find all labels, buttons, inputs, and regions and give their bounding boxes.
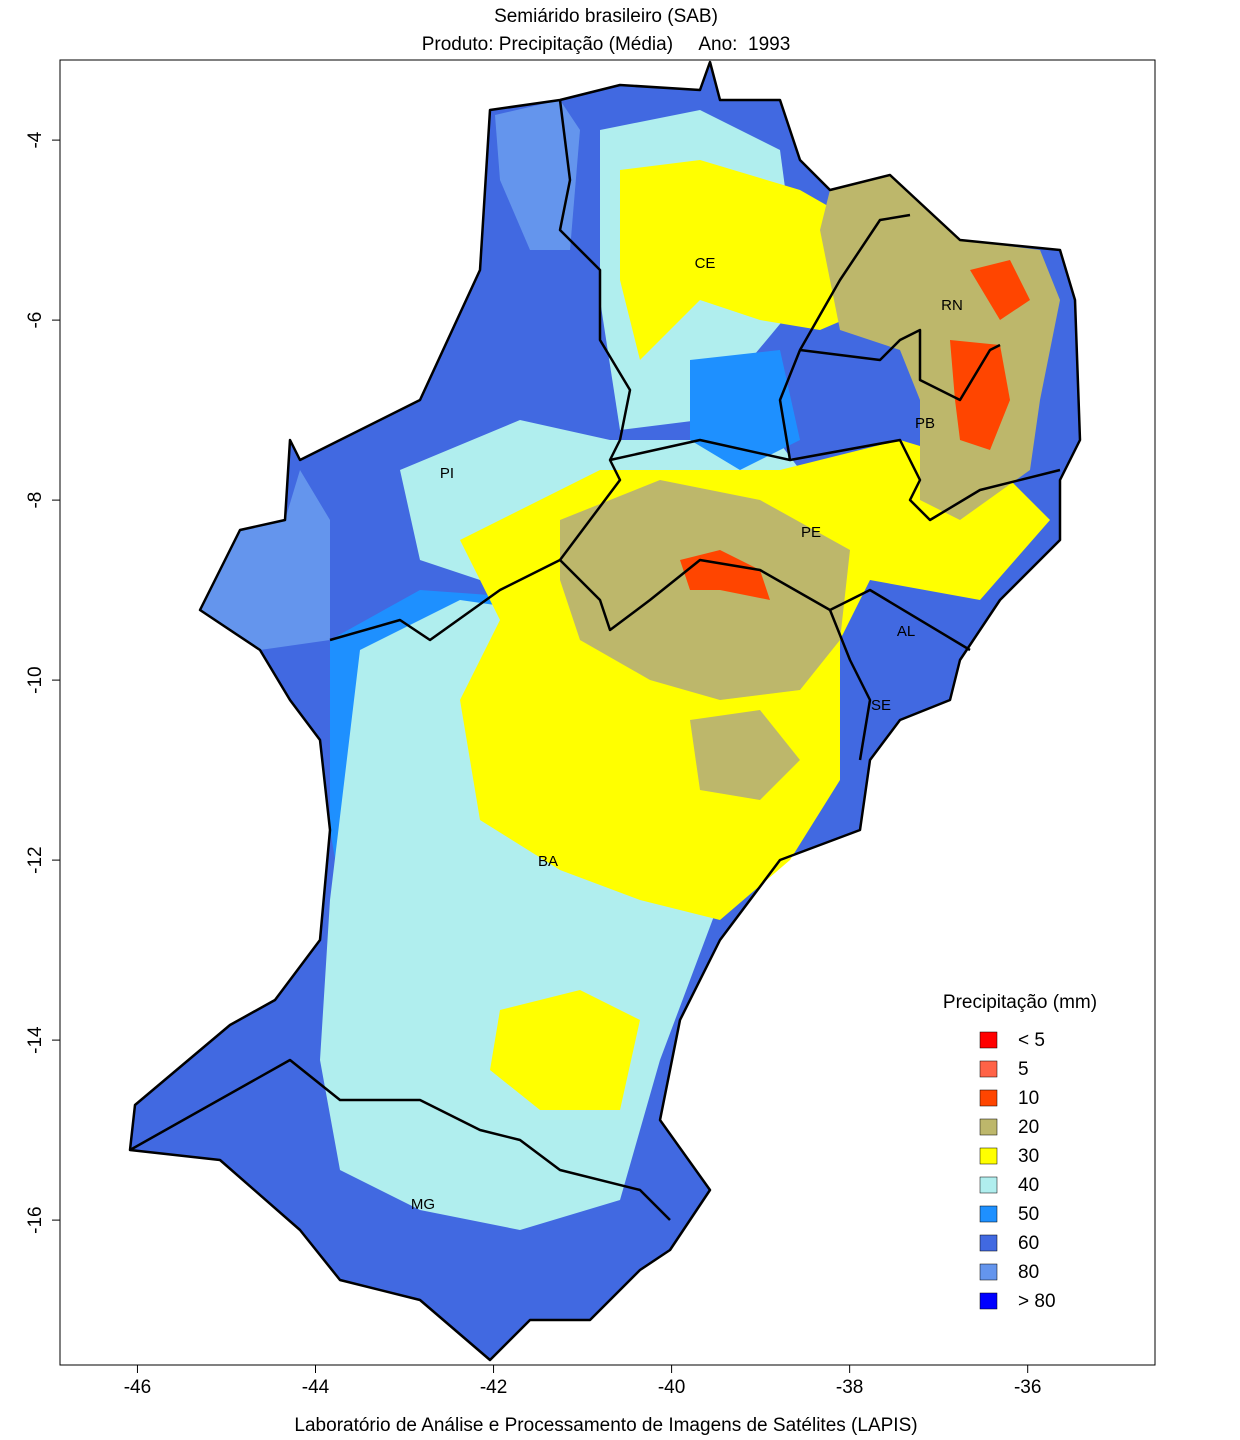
x-tick-label: -42 bbox=[480, 1377, 507, 1398]
region-fill bbox=[495, 100, 580, 250]
y-tick-label: -16 bbox=[25, 1206, 46, 1233]
legend-swatch bbox=[979, 1147, 998, 1165]
legend-swatch bbox=[979, 1292, 998, 1310]
legend-swatch bbox=[979, 1205, 998, 1223]
state-border bbox=[828, 609, 872, 761]
x-tick-label: -36 bbox=[1014, 1377, 1041, 1398]
state-border bbox=[129, 1058, 671, 1221]
state-border bbox=[609, 213, 911, 462]
x-tick-label: -40 bbox=[658, 1377, 685, 1398]
state-border bbox=[799, 328, 1001, 402]
y-tick-label: -10 bbox=[25, 666, 46, 693]
state-label: PB bbox=[915, 415, 935, 432]
legend-title: Precipitação (mm) bbox=[943, 992, 1097, 1013]
state-label: RN bbox=[941, 297, 963, 314]
state-label: MG bbox=[411, 1196, 435, 1213]
legend-label: 80 bbox=[1018, 1262, 1039, 1283]
legend-label: 40 bbox=[1018, 1175, 1039, 1196]
y-tick-label: -6 bbox=[25, 312, 46, 329]
region-fill bbox=[680, 550, 770, 600]
state-label: CE bbox=[695, 255, 716, 272]
subtitle: Produto: Precipitação (Média) Ano: 1993 bbox=[422, 34, 791, 55]
legend-label: 30 bbox=[1018, 1146, 1039, 1167]
legend-swatch bbox=[979, 1089, 998, 1107]
legend-swatch bbox=[979, 1263, 998, 1281]
legend-label: 20 bbox=[1018, 1117, 1039, 1138]
y-tick-label: -14 bbox=[25, 1026, 46, 1054]
legend-swatch bbox=[979, 1118, 998, 1136]
region-fill bbox=[820, 175, 1060, 520]
legend-swatch bbox=[979, 1176, 998, 1194]
x-axis-caption: Laboratório de Análise e Processamento d… bbox=[294, 1415, 917, 1436]
x-tick-label: -38 bbox=[836, 1377, 863, 1398]
region-fill bbox=[490, 990, 640, 1110]
region-fill bbox=[690, 710, 800, 800]
state-border bbox=[789, 438, 1061, 522]
region-fill bbox=[970, 260, 1030, 320]
plot-frame bbox=[59, 59, 1156, 1366]
y-tick-label: -8 bbox=[25, 492, 46, 509]
x-tick-label: -44 bbox=[302, 1377, 330, 1398]
x-tick-label: -46 bbox=[124, 1377, 151, 1398]
state-border bbox=[329, 99, 632, 642]
region-fill bbox=[950, 340, 1010, 450]
legend-label: 10 bbox=[1018, 1088, 1039, 1109]
region-fill bbox=[690, 350, 800, 470]
region-outline bbox=[128, 60, 1082, 1362]
legend-label: 5 bbox=[1018, 1059, 1029, 1080]
legend-swatch bbox=[979, 1060, 998, 1078]
legend-label: 60 bbox=[1018, 1233, 1039, 1254]
legend-label: < 5 bbox=[1018, 1030, 1045, 1051]
map-area: CE RN PB PI PE AL SE BA MG bbox=[128, 60, 1082, 1362]
state-border bbox=[559, 558, 971, 652]
state-label: PE bbox=[801, 524, 821, 541]
state-label: BA bbox=[538, 853, 558, 870]
y-tick-label: -12 bbox=[25, 846, 46, 873]
state-label: SE bbox=[871, 697, 891, 714]
legend-swatch bbox=[979, 1234, 998, 1252]
region-fill bbox=[200, 470, 330, 650]
state-label: AL bbox=[897, 623, 915, 640]
legend-label: > 80 bbox=[1018, 1291, 1056, 1312]
y-tick-label: -4 bbox=[25, 131, 46, 148]
legend-label: 50 bbox=[1018, 1204, 1039, 1225]
state-label: PI bbox=[440, 465, 454, 482]
legend-swatch bbox=[979, 1031, 998, 1049]
title: Semiárido brasileiro (SAB) bbox=[494, 6, 718, 27]
